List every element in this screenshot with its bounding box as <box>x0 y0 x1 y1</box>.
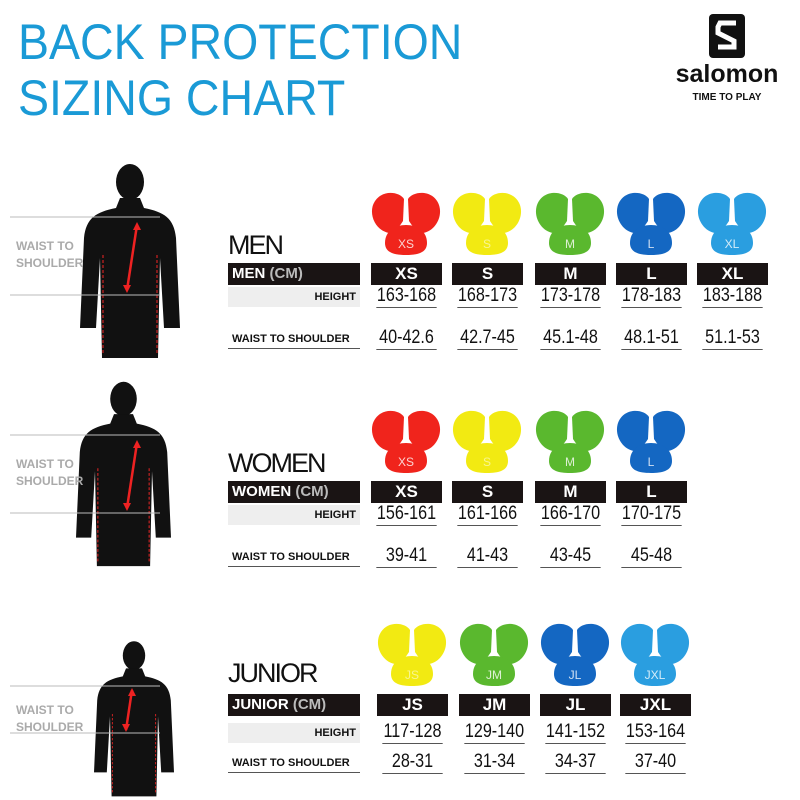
back-protector-pad-icon: JXL <box>620 623 690 686</box>
size-header-m: M <box>535 263 606 285</box>
pad-size-label: L <box>648 237 655 251</box>
body-silhouette-icon <box>10 641 174 797</box>
size-header-s: S <box>452 481 523 503</box>
back-protector-pad-icon: L <box>616 410 686 473</box>
pad-size-label: JM <box>486 668 502 682</box>
height-value: 117-128 <box>382 721 443 744</box>
waist-to-shoulder-value: 51.1-53 <box>702 327 763 350</box>
back-protector-pad-icon: JL <box>540 623 610 686</box>
pad-size-label: JL <box>569 668 582 682</box>
page-title: BACK PROTECTION SIZING CHART <box>18 14 463 126</box>
height-value: 173-178 <box>540 285 601 308</box>
height-value: 183-188 <box>702 285 763 308</box>
row-label-height: HEIGHT <box>228 505 360 525</box>
pad-size-label: JS <box>405 668 419 682</box>
pad-size-label: L <box>648 455 655 469</box>
waist-to-shoulder-value: 40-42.6 <box>376 327 437 350</box>
pad-size-label: XL <box>725 237 740 251</box>
back-protector-pad-icon: L <box>616 192 686 255</box>
size-header-xs: XS <box>371 263 442 285</box>
waist-to-shoulder-value: 34-37 <box>545 751 606 774</box>
waist-to-shoulder-label: WAIST TO SHOULDER <box>16 457 84 488</box>
pad-size-label: XS <box>398 455 414 469</box>
size-header-jl: JL <box>540 694 611 716</box>
size-header-jm: JM <box>459 694 530 716</box>
size-header-l: L <box>616 263 687 285</box>
height-value: 141-152 <box>545 721 606 744</box>
height-value: 166-170 <box>540 503 601 526</box>
waist-to-shoulder-value: 42.7-45 <box>457 327 518 350</box>
back-protector-pad-icon: S <box>452 410 522 473</box>
pad-size-label: M <box>565 455 575 469</box>
back-protector-pad-icon: S <box>452 192 522 255</box>
height-value: 156-161 <box>376 503 437 526</box>
pad-size-label: XS <box>398 237 414 251</box>
category-title: JUNIOR <box>228 658 318 688</box>
size-header-xs: XS <box>371 481 442 503</box>
table-header-label: JUNIOR (CM) <box>228 694 360 716</box>
size-header-xl: XL <box>697 263 768 285</box>
waist-to-shoulder-value: 28-31 <box>382 751 443 774</box>
table-header-label: WOMEN (CM) <box>228 481 360 503</box>
height-value: 161-166 <box>457 503 518 526</box>
back-protector-pad-icon: M <box>535 410 605 473</box>
back-protector-pad-icon: M <box>535 192 605 255</box>
row-label-waist-to-shoulder: WAIST TO SHOULDER <box>228 329 360 349</box>
body-silhouette-icon <box>10 381 172 567</box>
salomon-logo: salomon TIME TO PLAY <box>672 14 782 103</box>
waist-to-shoulder-value: 37-40 <box>625 751 686 774</box>
waist-to-shoulder-value: 43-45 <box>540 545 601 568</box>
back-protector-pad-icon: XL <box>697 192 767 255</box>
body-silhouette-icon <box>10 164 180 358</box>
category-title: WOMEN <box>228 448 326 478</box>
back-protector-pad-icon: JM <box>459 623 529 686</box>
back-protector-pad-icon: XS <box>371 410 441 473</box>
pad-size-label: S <box>483 237 491 251</box>
waist-to-shoulder-label: WAIST TO SHOULDER <box>16 239 84 270</box>
salomon-s-icon <box>709 14 745 58</box>
waist-to-shoulder-value: 31-34 <box>464 751 525 774</box>
size-header-s: S <box>452 263 523 285</box>
pad-size-label: S <box>483 455 491 469</box>
height-value: 163-168 <box>376 285 437 308</box>
table-header-label: MEN (CM) <box>228 263 360 285</box>
pad-size-label: JXL <box>645 668 666 682</box>
waist-to-shoulder-value: 41-43 <box>457 545 518 568</box>
waist-to-shoulder-value: 48.1-51 <box>621 327 682 350</box>
row-label-height: HEIGHT <box>228 287 360 307</box>
size-header-js: JS <box>377 694 448 716</box>
waist-to-shoulder-label: WAIST TO SHOULDER <box>16 703 84 734</box>
back-protector-pad-icon: JS <box>377 623 447 686</box>
row-label-height: HEIGHT <box>228 723 360 743</box>
height-value: 129-140 <box>464 721 525 744</box>
waist-to-shoulder-value: 45.1-48 <box>540 327 601 350</box>
pad-size-label: M <box>565 237 575 251</box>
waist-to-shoulder-value: 45-48 <box>621 545 682 568</box>
height-value: 153-164 <box>625 721 686 744</box>
height-value: 168-173 <box>457 285 518 308</box>
height-value: 178-183 <box>621 285 682 308</box>
row-label-waist-to-shoulder: WAIST TO SHOULDER <box>228 547 360 567</box>
height-value: 170-175 <box>621 503 682 526</box>
size-header-jxl: JXL <box>620 694 691 716</box>
size-header-l: L <box>616 481 687 503</box>
category-title: MEN <box>228 230 284 260</box>
row-label-waist-to-shoulder: WAIST TO SHOULDER <box>228 753 360 773</box>
size-header-m: M <box>535 481 606 503</box>
back-protector-pad-icon: XS <box>371 192 441 255</box>
waist-to-shoulder-value: 39-41 <box>376 545 437 568</box>
